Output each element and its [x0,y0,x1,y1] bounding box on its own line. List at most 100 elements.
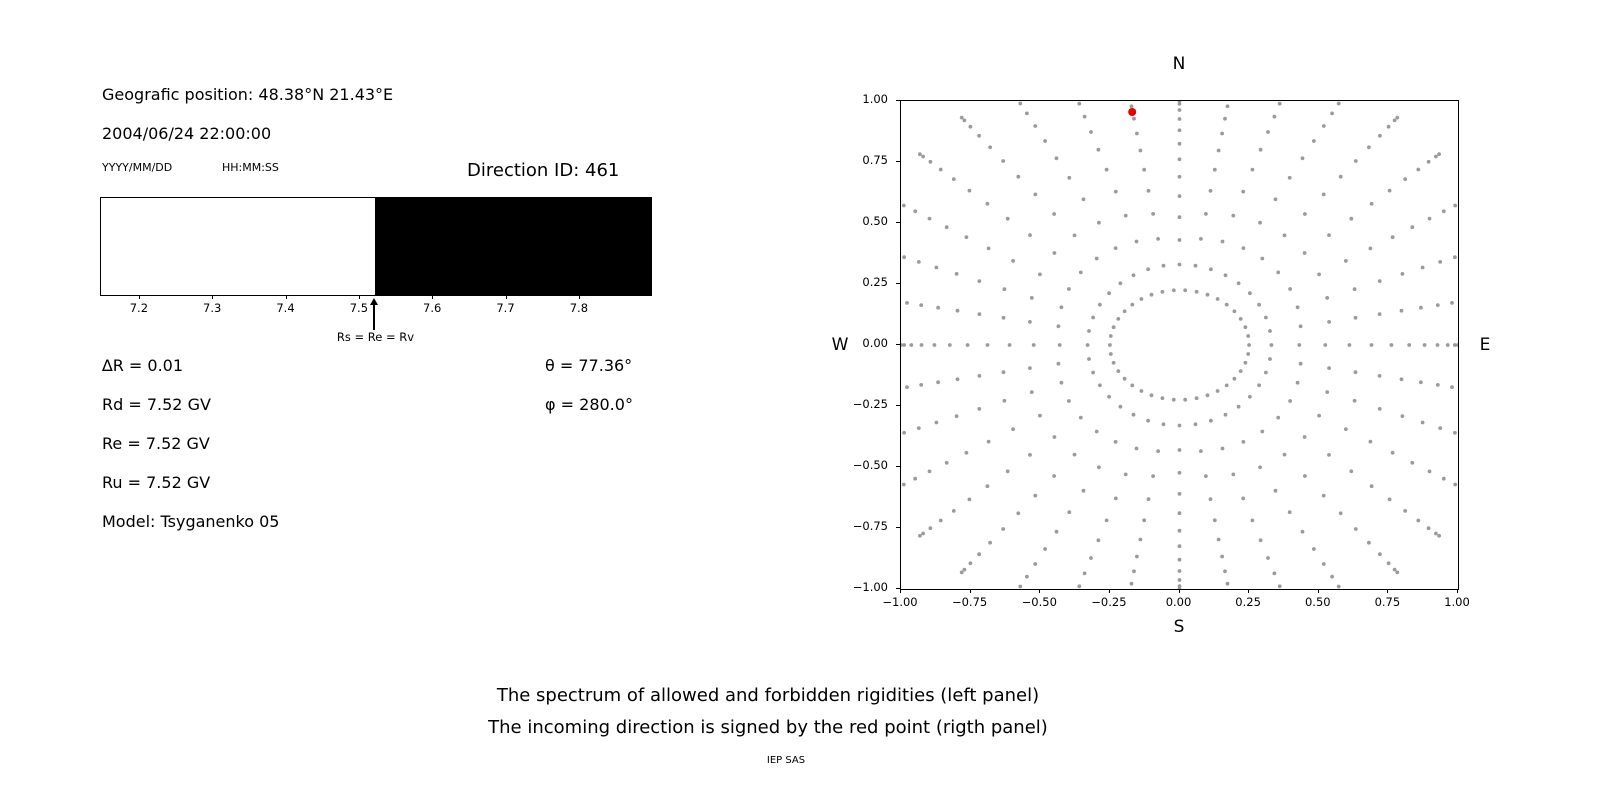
asymptotic-direction-point [1209,418,1213,423]
asymptotic-direction-point [1273,197,1278,202]
scatter-y-tick-mark [896,283,900,284]
asymptotic-direction-point [1282,452,1287,457]
asymptotic-direction-point [938,518,943,523]
asymptotic-direction-point [1134,446,1139,451]
asymptotic-direction-point [1107,291,1111,296]
bar-x-tick-label: 7.6 [423,301,442,315]
asymptotic-direction-point [1352,287,1357,292]
scatter-y-tick-mark [896,100,900,101]
asymptotic-direction-point [1266,556,1270,560]
asymptotic-direction-point [1177,128,1182,133]
inner-ring-point [1246,352,1251,356]
asymptotic-direction-point [1327,233,1331,238]
asymptotic-direction-point [1096,147,1101,152]
scatter-x-tick-mark [1178,589,1180,593]
asymptotic-direction-point [909,343,914,347]
inner-ring-point [1149,393,1154,398]
asymptotic-direction-point [932,343,937,347]
asymptotic-direction-point [1001,370,1006,375]
scatter-y-ticks: −1.00 −0.75 −0.50 −0.25 0.00 0.25 0.50 0.75 1.00 [828,92,900,594]
asymptotic-direction-point [1028,320,1032,324]
asymptotic-direction-point [1266,130,1270,134]
asymptotic-direction-point [1208,497,1213,502]
asymptotic-direction-point [1258,220,1262,225]
asymptotic-direction-point [1059,380,1064,385]
asymptotic-direction-point [1231,472,1236,477]
rigidity-bar-plot [100,197,652,296]
asymptotic-direction-point [988,145,992,150]
asymptotic-direction-point [1287,175,1292,180]
asymptotic-direction-point [1407,343,1412,347]
asymptotic-direction-point [1300,529,1305,534]
asymptotic-direction-point [1089,556,1093,560]
asymptotic-direction-point [1054,529,1059,534]
direction-plot-svg [901,101,1458,589]
asymptotic-direction-point [1344,259,1348,263]
asymptotic-direction-point [1031,343,1036,347]
inner-ring-point [1171,397,1176,402]
asymptotic-direction-point [1450,385,1454,389]
asymptotic-direction-point [1395,115,1400,120]
asymptotic-direction-point [1142,518,1147,523]
asymptotic-direction-point [1312,139,1316,143]
asymptotic-direction-point [1212,167,1217,172]
asymptotic-direction-point [1392,567,1397,572]
asymptotic-direction-point [1199,449,1203,453]
asymptotic-direction-point [1131,273,1136,278]
inner-ring-point [1183,288,1188,293]
scatter-y-tick-label: 0.00 [862,336,888,350]
scatter-y-tick-mark [896,466,900,467]
scatter-y-tick-label: 0.75 [862,153,888,167]
asymptotic-direction-point [1077,584,1082,589]
asymptotic-direction-point [1248,291,1252,296]
direction-id-label: Direction ID: 461 [467,160,620,181]
asymptotic-direction-point [1081,488,1086,493]
asymptotic-direction-point [1212,518,1217,523]
asymptotic-direction-point [1113,440,1118,444]
asymptotic-direction-point [967,188,972,193]
scatter-y-tick-label: 0.25 [862,275,888,289]
asymptotic-direction-point [1452,343,1457,347]
asymptotic-direction-point [1129,581,1134,586]
asymptotic-direction-point [1193,263,1198,268]
rigidity-bar-ticks: 7.2 7.3 7.4 7.5 7.6 7.7 7.8 [100,295,650,321]
asymptotic-direction-point [1220,446,1225,451]
compass-east-label: E [1479,335,1491,355]
asymptotic-direction-point [944,460,949,465]
asymptotic-direction-point [1067,287,1071,291]
asymptotic-direction-point [1028,233,1032,238]
asymptotic-direction-point [1427,216,1432,221]
asymptotic-direction-point [1018,584,1023,589]
asymptotic-direction-point [1325,296,1330,300]
asymptotic-direction-point [951,509,956,513]
asymptotic-direction-point [1338,511,1343,516]
asymptotic-direction-point [1220,131,1224,136]
asymptotic-direction-point [927,469,932,474]
asymptotic-direction-point [1276,270,1281,275]
asymptotic-direction-point [901,343,903,347]
asymptotic-direction-point [1193,422,1198,427]
asymptotic-direction-point [919,383,924,387]
asymptotic-direction-point [1438,260,1443,264]
asymptotic-direction-point [1204,474,1208,478]
asymptotic-direction-point [1241,189,1246,194]
asymptotic-direction-point [1349,469,1354,474]
asymptotic-direction-point [1097,220,1101,225]
inner-ring-point [1238,369,1243,373]
asymptotic-direction-point [1416,518,1421,523]
bar-x-tick-label: 7.7 [496,301,515,315]
inner-ring-point [1194,289,1199,294]
asymptotic-direction-point [1336,584,1341,589]
asymptotic-direction-point [1107,394,1111,399]
asymptotic-direction-point [1142,167,1147,172]
asymptotic-direction-point [1177,492,1182,496]
asymptotic-direction-point [1029,390,1034,394]
asymptotic-direction-point [1161,422,1166,427]
caption-line-2: The incoming direction is signed by the … [488,717,1048,738]
asymptotic-direction-point [1177,557,1182,562]
asymptotic-direction-point [1390,450,1395,455]
asymptotic-direction-point [1134,239,1139,244]
asymptotic-direction-point [1216,537,1221,542]
asymptotic-direction-point [977,407,982,411]
